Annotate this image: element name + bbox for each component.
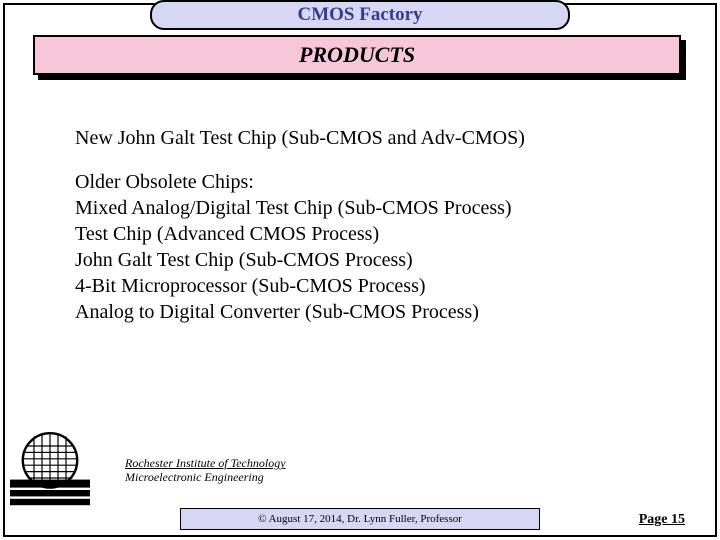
subtitle-text: PRODUCTS: [299, 42, 415, 68]
subtitle-box: PRODUCTS: [33, 35, 681, 75]
older-heading: Older Obsolete Chips:: [75, 169, 665, 195]
lead-line: New John Galt Test Chip (Sub-CMOS and Ad…: [75, 125, 665, 151]
header-title-pill: CMOS Factory: [150, 0, 570, 30]
institution-line2: Microelectronic Engineering: [125, 471, 286, 485]
institution-line1: Rochester Institute of Technology: [125, 457, 286, 471]
older-item: John Galt Test Chip (Sub-CMOS Process): [75, 247, 665, 273]
page-number: Page 15: [639, 512, 685, 528]
older-item: Analog to Digital Converter (Sub-CMOS Pr…: [75, 299, 665, 325]
older-item: Test Chip (Advanced CMOS Process): [75, 221, 665, 247]
content-area: New John Galt Test Chip (Sub-CMOS and Ad…: [75, 125, 665, 325]
older-item: 4-Bit Microprocessor (Sub-CMOS Process): [75, 273, 665, 299]
rit-logo: [10, 430, 90, 510]
older-item: Mixed Analog/Digital Test Chip (Sub-CMOS…: [75, 195, 665, 221]
footer-bar: © August 17, 2014, Dr. Lynn Fuller, Prof…: [180, 508, 540, 530]
institution-block: Rochester Institute of Technology Microe…: [125, 457, 286, 485]
footer-copyright: © August 17, 2014, Dr. Lynn Fuller, Prof…: [258, 513, 462, 525]
header-title: CMOS Factory: [297, 4, 422, 26]
page-number-text: Page 15: [639, 512, 685, 527]
